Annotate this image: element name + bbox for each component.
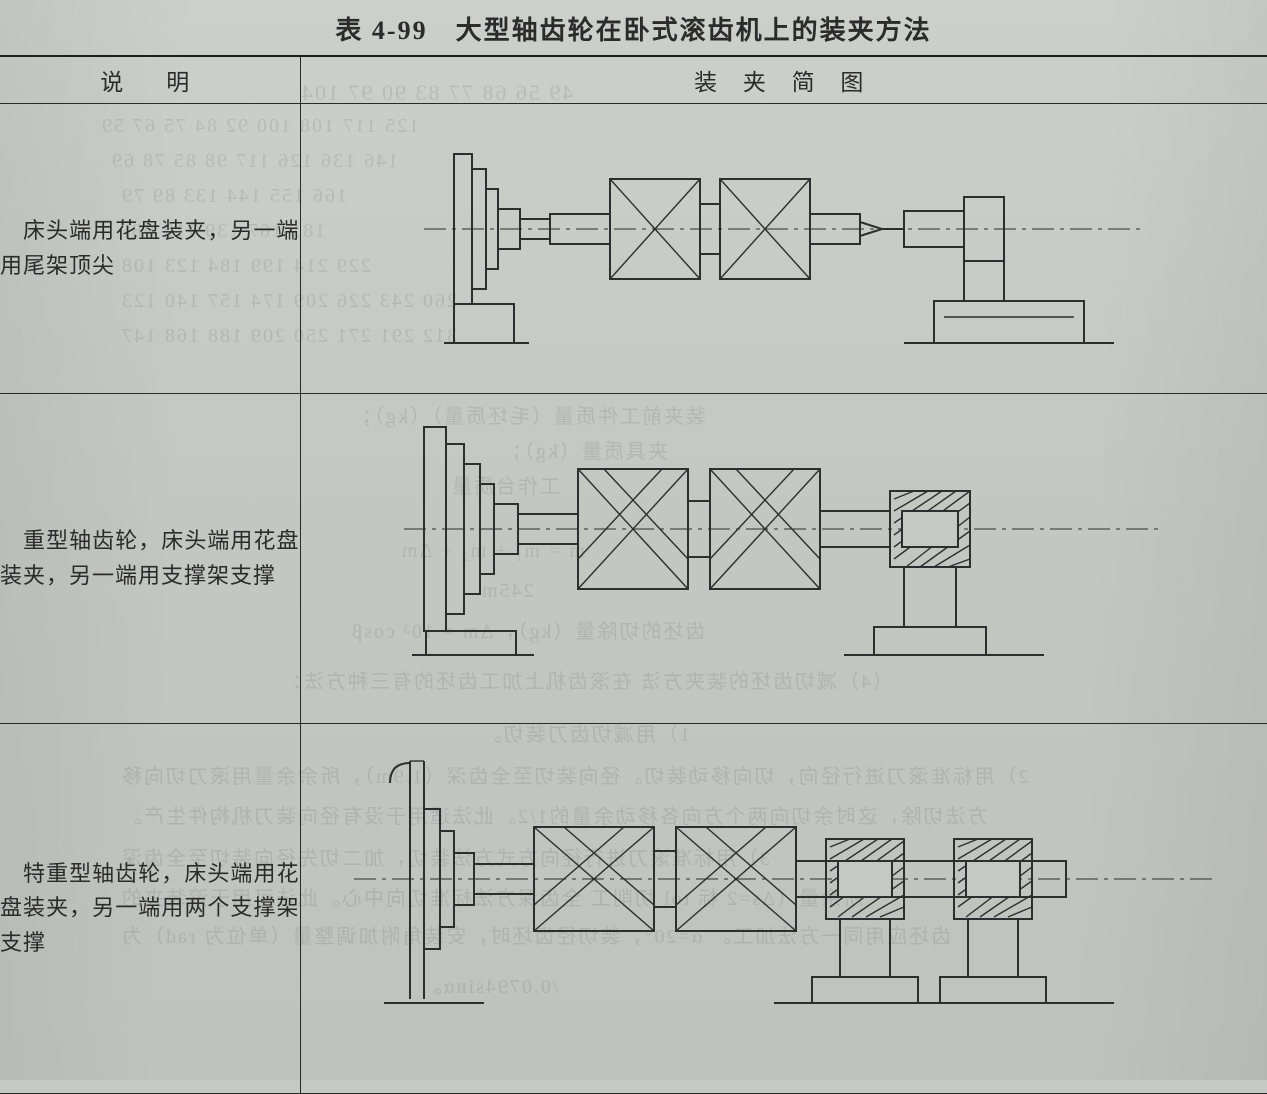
header-diagram: 装 夹 简 图 <box>300 56 1267 104</box>
diagram-2 <box>300 394 1267 724</box>
desc-3: 特重型轴齿轮，床头端用花盘装夹，另一端用两个支撑架支撑 <box>0 724 300 1094</box>
desc-2: 重型轴齿轮，床头端用花盘装夹，另一端用支撑架支撑 <box>0 394 300 724</box>
table-row: 特重型轴齿轮，床头端用花盘装夹，另一端用两个支撑架支撑 <box>0 724 1267 1094</box>
header-description: 说 明 <box>0 56 300 104</box>
diagram-3 <box>300 724 1267 1094</box>
desc-1: 床头端用花盘装夹，另一端用尾架顶尖 <box>0 104 300 394</box>
table-row: 重型轴齿轮，床头端用花盘装夹，另一端用支撑架支撑 <box>0 394 1267 724</box>
clamping-method-table: 说 明 装 夹 简 图 床头端用花盘装夹，另一端用尾架顶尖 <box>0 55 1267 1094</box>
diagram-1 <box>300 104 1267 394</box>
table-row: 床头端用花盘装夹，另一端用尾架顶尖 <box>0 104 1267 394</box>
table-title: 表 4-99 大型轴齿轮在卧式滚齿机上的装夹方法 <box>0 0 1267 55</box>
